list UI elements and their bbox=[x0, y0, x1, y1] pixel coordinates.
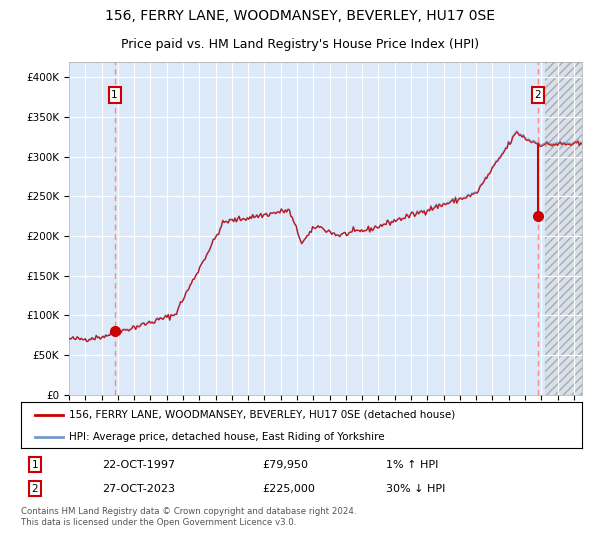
Text: £79,950: £79,950 bbox=[262, 460, 308, 470]
Text: Price paid vs. HM Land Registry's House Price Index (HPI): Price paid vs. HM Land Registry's House … bbox=[121, 38, 479, 51]
Text: 156, FERRY LANE, WOODMANSEY, BEVERLEY, HU17 0SE: 156, FERRY LANE, WOODMANSEY, BEVERLEY, H… bbox=[105, 9, 495, 23]
Text: 1: 1 bbox=[111, 90, 118, 100]
Text: HPI: Average price, detached house, East Riding of Yorkshire: HPI: Average price, detached house, East… bbox=[68, 432, 385, 441]
Text: 2: 2 bbox=[32, 484, 38, 494]
Text: 2: 2 bbox=[535, 90, 541, 100]
Bar bbox=[545, 62, 582, 395]
Text: 1: 1 bbox=[32, 460, 38, 470]
Text: 27-OCT-2023: 27-OCT-2023 bbox=[103, 484, 175, 494]
Text: 1% ↑ HPI: 1% ↑ HPI bbox=[386, 460, 438, 470]
Text: £225,000: £225,000 bbox=[262, 484, 315, 494]
Text: 30% ↓ HPI: 30% ↓ HPI bbox=[386, 484, 445, 494]
Bar bbox=[545, 62, 582, 395]
Text: 22-OCT-1997: 22-OCT-1997 bbox=[103, 460, 175, 470]
Text: 156, FERRY LANE, WOODMANSEY, BEVERLEY, HU17 0SE (detached house): 156, FERRY LANE, WOODMANSEY, BEVERLEY, H… bbox=[68, 410, 455, 420]
Text: Contains HM Land Registry data © Crown copyright and database right 2024.
This d: Contains HM Land Registry data © Crown c… bbox=[21, 507, 356, 527]
